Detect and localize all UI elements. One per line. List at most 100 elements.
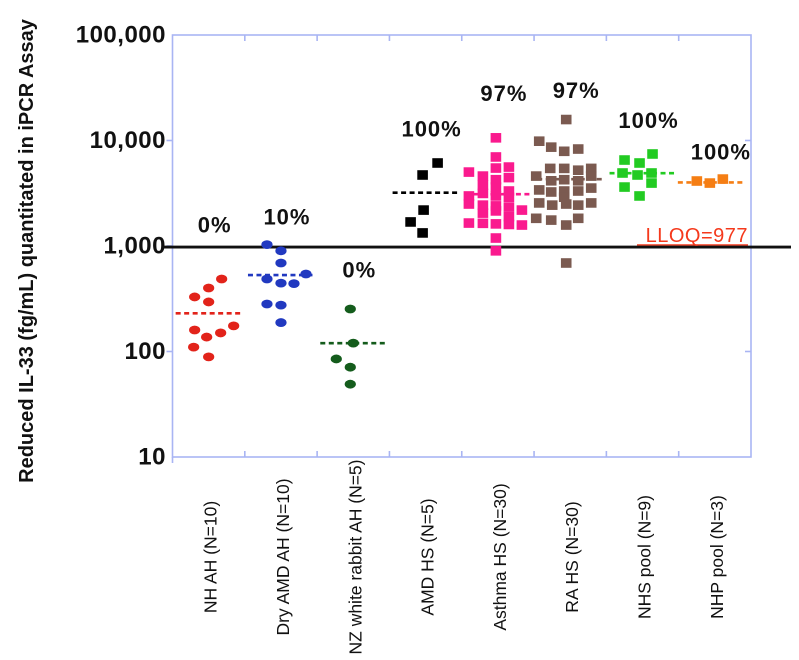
data-point [634,158,645,168]
data-point [215,328,227,338]
data-point [558,163,570,174]
data-point [572,165,584,175]
x-category-label: NHS pool (N=9) [635,495,655,619]
x-category-label: NHP pool (N=3) [707,495,727,619]
data-point [572,186,584,196]
data-point [544,163,556,174]
data-point [646,168,657,178]
data-point [490,233,502,243]
data-point [530,171,542,181]
percent-label: 100% [618,108,678,133]
data-point [344,362,356,372]
y-tick-label: 1,000 [103,233,166,260]
data-point [585,163,597,174]
data-point [417,228,428,238]
data-point [275,258,287,268]
data-point [560,220,572,230]
data-point [330,354,342,364]
data-point [585,198,597,208]
data-point [203,283,215,293]
data-point [490,152,502,162]
data-point [203,297,215,307]
y-tick-label: 100,000 [76,22,166,49]
data-point [490,246,502,256]
data-point [646,178,657,188]
data-point [558,192,570,203]
data-point [188,342,200,352]
data-point [530,213,542,224]
data-point [503,219,515,230]
data-point [228,321,240,331]
lloq-label: LLOQ=977 [646,225,748,247]
data-point [503,172,515,183]
percent-label: 0% [342,258,376,283]
data-point [572,175,584,186]
data-point [503,202,515,212]
data-point [545,187,557,197]
data-point [261,299,273,309]
y-tick-label: 10 [138,444,166,471]
data-point [545,215,557,225]
x-category-label: AMD HS (N=5) [418,498,438,615]
data-point [344,379,356,389]
x-category-label: Asthma HS (N=30) [490,483,510,630]
data-point [585,183,597,193]
data-point [477,180,489,190]
percent-label: 97% [553,78,600,103]
data-point [558,186,570,196]
data-point [261,240,273,250]
data-point [288,279,300,289]
data-point [503,162,515,172]
percent-label: 100% [691,139,751,164]
data-point [546,200,558,210]
data-point [490,133,502,143]
data-point [201,332,213,342]
data-point [189,292,201,302]
x-category-label: Dry AMD AH (N=10) [273,478,293,635]
data-point [585,171,597,181]
data-point [261,274,273,284]
data-point [533,136,545,146]
data-point [691,176,703,186]
y-tick-label: 10,000 [90,127,166,154]
data-point [203,352,215,362]
data-point [533,185,545,195]
data-point [490,163,502,173]
x-category-label: NZ white rabbit AH (N=5) [345,460,365,655]
data-point [503,211,515,222]
percent-label: 0% [198,213,232,238]
data-point [275,246,287,256]
data-point [417,170,428,180]
data-point [572,213,584,224]
data-point [516,220,528,230]
data-point [432,158,443,168]
percent-label: 100% [401,116,461,141]
data-point [477,188,489,199]
data-point [704,178,716,188]
y-axis-title: Reduced IL-33 (fg/mL) quantitated in iPC… [16,18,38,483]
data-point [275,300,287,310]
percent-label: 10% [263,205,310,230]
percent-label: 97% [480,81,527,106]
data-point [533,198,545,208]
data-point [216,274,228,284]
data-point [516,205,528,215]
data-point [503,186,515,196]
data-point [275,278,287,288]
data-point [275,318,287,327]
data-point [545,175,557,186]
data-point [418,205,429,215]
data-point [647,149,658,159]
data-point [560,199,572,209]
data-point [477,200,489,210]
data-point [490,201,502,211]
data-point [463,199,475,209]
y-tick-label: 100 [124,338,166,365]
data-point [490,206,502,216]
data-point [490,191,502,201]
data-point [344,304,356,314]
data-point [189,325,201,335]
data-point [560,258,572,268]
